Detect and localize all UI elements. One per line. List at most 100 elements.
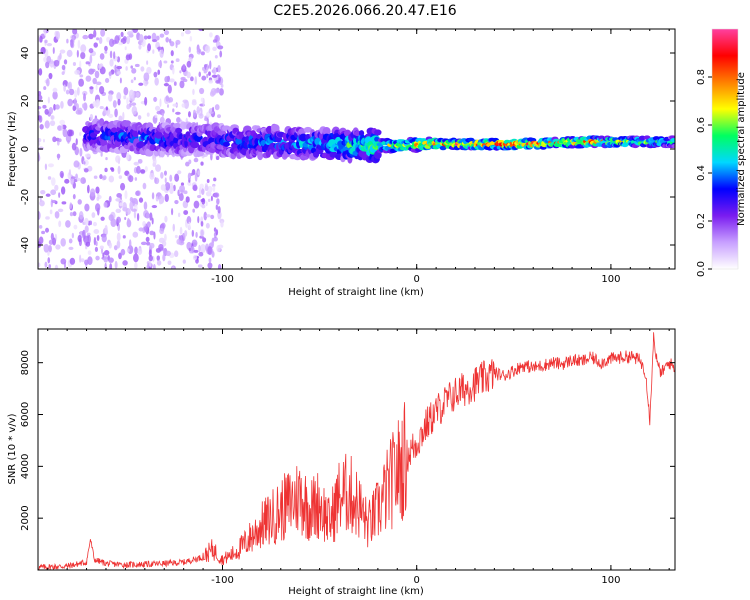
spectrogram-noise-mark <box>189 35 193 42</box>
spectrogram-noise-mark <box>49 120 56 127</box>
spectrogram-noise-mark <box>108 113 114 118</box>
spectrogram-noise-mark <box>70 178 75 185</box>
spectrogram-noise-mark <box>151 217 154 225</box>
spectrogram-noise-mark <box>157 46 163 51</box>
spectrogram-noise-mark <box>47 176 52 180</box>
spectrogram-noise-mark <box>38 106 42 110</box>
spectrogram-noise-mark <box>100 29 106 37</box>
spectrogram-noise-mark <box>185 161 190 167</box>
spectrogram-noise-mark <box>89 54 93 64</box>
spectrogram-noise-mark <box>214 104 220 111</box>
spectrogram-noise-mark <box>156 255 160 261</box>
spectrogram-noise-mark <box>51 199 57 204</box>
spectrogram-noise-mark <box>58 192 61 198</box>
spectrogram-ridge-mark <box>671 143 675 149</box>
spectrogram-noise-mark <box>151 204 158 209</box>
spectrogram-noise-mark <box>43 56 48 63</box>
spectrogram-noise-mark <box>175 42 178 49</box>
spectrogram-noise-mark <box>52 47 55 54</box>
spectrogram-noise-mark <box>79 132 82 137</box>
spectrogram-noise-mark <box>69 212 74 217</box>
spectrogram-noise-mark <box>122 201 127 211</box>
colorbar: 0.0 0.2 0.4 0.6 0.8 Normalized spectral ampl… <box>696 28 747 277</box>
spectrogram-noise-mark <box>50 189 57 196</box>
spectrogram-noise-mark <box>178 193 184 202</box>
spectrogram-noise-mark <box>111 167 115 172</box>
spectrogram-noise-mark <box>140 241 147 246</box>
spectrogram-noise-mark <box>213 177 217 182</box>
spectrogram-noise-mark <box>192 208 195 213</box>
spectrogram-noise-mark <box>46 55 52 63</box>
spectrogram-noise-mark <box>146 66 152 75</box>
spectrogram-noise-mark <box>132 29 139 33</box>
spectrogram-noise-mark <box>156 35 160 41</box>
spectrogram-noise-mark <box>118 252 122 260</box>
spectrogram-noise-mark <box>215 155 220 161</box>
spectrogram-noise-mark <box>182 200 189 209</box>
spectrogram-noise-mark <box>48 244 52 253</box>
spectrogram-noise-mark <box>124 216 127 221</box>
spectrogram-noise-mark <box>122 36 127 41</box>
spectrogram-noise-mark <box>53 103 56 111</box>
spectrogram-noise-mark <box>48 163 54 168</box>
spectrogram-noise-mark <box>38 68 43 76</box>
spectrogram-noise-mark <box>188 221 191 229</box>
spectrogram-noise-mark <box>191 100 197 106</box>
spectrogram-noise-mark <box>207 246 213 256</box>
spectrogram-noise-mark <box>103 255 109 263</box>
spectrogram-x-tick-label: 0 <box>414 274 420 285</box>
spectrogram-noise-mark <box>64 178 70 184</box>
spectrogram-noise-mark <box>126 97 129 105</box>
spectrogram-noise-mark <box>115 155 121 163</box>
spectrogram-noise-mark <box>126 104 131 110</box>
spectrogram-noise-mark <box>163 82 169 87</box>
spectrogram-noise-mark <box>78 211 84 220</box>
spectrogram-noise-mark <box>187 111 191 118</box>
spectrogram-noise-mark <box>122 260 128 266</box>
spectrogram-noise-mark <box>93 237 97 246</box>
spectrogram-noise-mark <box>114 64 117 74</box>
spectrogram-noise-mark <box>167 84 172 94</box>
spectrogram-noise-mark <box>61 201 67 205</box>
spectrogram-noise-mark <box>128 89 135 99</box>
spectrogram-noise-mark <box>133 161 139 166</box>
spectrogram-noise-mark <box>172 103 178 107</box>
spectrogram-noise-mark <box>83 93 86 102</box>
spectrogram-noise-mark <box>65 220 71 228</box>
spectrogram-noise-mark <box>154 105 161 111</box>
spectrogram-noise-mark <box>197 215 200 224</box>
spectrogram-noise-mark <box>123 95 127 100</box>
spectrogram-noise-mark <box>208 79 214 84</box>
spectrogram-noise-mark <box>134 63 140 68</box>
spectrogram-noise-mark <box>217 65 221 73</box>
spectrogram-noise-mark <box>184 29 191 35</box>
spectrogram-ridge-mark <box>190 141 200 149</box>
spectrogram-noise-mark <box>194 76 198 85</box>
spectrogram-noise-mark <box>137 247 143 255</box>
spectrogram-noise-mark <box>152 97 158 102</box>
spectrogram-noise-mark <box>68 169 72 176</box>
spectrogram-noise-mark <box>212 185 216 192</box>
spectrogram-noise-mark <box>72 29 78 35</box>
spectrogram-noise-mark <box>109 50 113 59</box>
snr-y-label: SNR (10 * v/v) <box>7 413 18 484</box>
spectrogram-noise-mark <box>192 184 198 192</box>
spectrogram-noise-mark <box>143 35 148 40</box>
spectrogram-noise-mark <box>63 84 66 92</box>
spectrogram-noise-mark <box>177 212 181 218</box>
spectrogram-noise-mark <box>202 66 205 71</box>
spectrogram-noise-mark <box>63 59 68 65</box>
spectrogram-noise-mark <box>159 116 165 124</box>
spectrogram-noise-mark <box>45 216 50 220</box>
spectrogram-noise-mark <box>44 261 48 268</box>
spectrogram-noise-mark <box>93 42 98 48</box>
spectrogram-noise-mark <box>89 113 94 121</box>
spectrogram-noise-mark <box>186 60 192 68</box>
spectrogram-noise-mark <box>212 46 217 52</box>
spectrogram-noise-mark <box>140 66 145 72</box>
spectrogram-noise-mark <box>124 190 128 200</box>
spectrogram-noise-mark <box>85 75 92 82</box>
spectrogram-noise-mark <box>154 77 159 86</box>
spectrogram-y-label: Frequency (Hz) <box>7 111 18 187</box>
spectrogram-noise-mark <box>179 80 185 89</box>
